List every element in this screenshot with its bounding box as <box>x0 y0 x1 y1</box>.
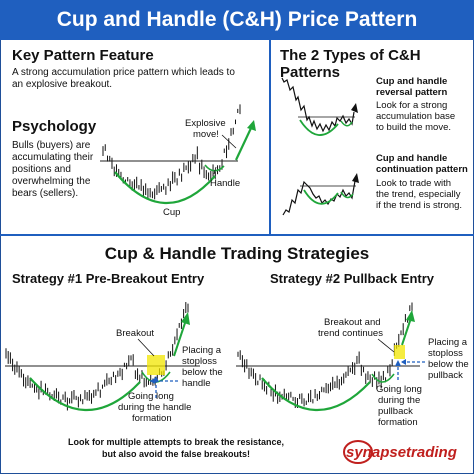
continuation-handle <box>340 191 354 199</box>
s2-stop-line-1: Placing a <box>428 337 468 348</box>
s2-long-line-1: Going long <box>376 384 422 395</box>
s1-stop-line-2: stoploss <box>182 356 217 367</box>
s2-label-2: trend continues <box>318 328 383 339</box>
label-handle: Handle <box>210 178 240 189</box>
s2-trend-arrow <box>401 317 412 346</box>
s2-stop-line-3: below the <box>428 359 469 370</box>
psychology-line-1: Bulls (buyers) are <box>12 140 91 151</box>
s1-long-line-2: during the handle <box>118 402 191 413</box>
s2-long-line-2: during the <box>378 395 420 406</box>
s1-long-line-1: Going long <box>128 391 174 402</box>
handle-pointer <box>213 166 217 175</box>
logo-text: synapsetrading <box>346 444 457 461</box>
strategies-heading: Cup & Handle Trading Strategies <box>104 244 370 263</box>
s1-label-breakout: Breakout <box>116 328 154 339</box>
psychology-line-3: positions and <box>12 164 71 175</box>
page-title: Cup and Handle (C&H) Price Pattern <box>0 0 474 40</box>
psychology-line-4: overwhelming the <box>12 176 91 187</box>
reversal-line-2: accumulation base <box>376 111 456 122</box>
s2-trend-arrowhead <box>406 310 415 322</box>
s1-long-arrowhead <box>153 376 159 382</box>
s2-long-line-4: formation <box>378 417 418 428</box>
continuation-arrowhead <box>352 173 359 183</box>
s2-stop-line-2: stoploss <box>428 348 463 359</box>
continuation-line-1: Look to trade with <box>376 178 451 189</box>
label-cup: Cup <box>163 207 180 218</box>
reversal-cup <box>299 119 339 136</box>
reversal-title-1: Cup and handle <box>376 76 448 87</box>
s1-stop-line-4: handle <box>182 378 211 389</box>
logo-swoosh <box>343 440 373 464</box>
s1-breakout-arrow <box>173 319 187 357</box>
reversal-handle <box>340 120 353 127</box>
s2-long-arrowhead <box>395 360 401 366</box>
psychology-line-5: bears (sellers). <box>12 188 79 199</box>
s1-handle-highlight <box>147 355 165 375</box>
s1-breakout-pointer <box>137 338 155 357</box>
warning-line-2: but also avoid the false breakouts! <box>101 449 251 459</box>
reversal-line-1: Look for a strong <box>376 100 448 111</box>
s2-candles <box>237 302 413 409</box>
types-heading: The 2 Types of C&H Patterns <box>280 47 421 81</box>
s1-long-line-3: formation <box>132 413 172 424</box>
explosive-pointer <box>221 134 237 149</box>
reversal-line <box>281 77 355 133</box>
synapse-logo: synapsetrading <box>343 440 457 464</box>
reversal-line-3: to build the move. <box>376 122 451 133</box>
key-feature-text-1: A strong accumulation price pattern whic… <box>12 67 235 78</box>
s1-stop-line-1: Placing a <box>182 345 222 356</box>
s2-breakout-pointer <box>377 338 395 353</box>
psychology-heading: Psychology <box>12 118 97 135</box>
s2-label-1: Breakout and <box>324 317 381 328</box>
s2-cup-curve <box>261 377 371 412</box>
s2-handle-curve <box>371 373 395 383</box>
reversal-title-2: reversal pattern <box>376 87 448 98</box>
continuation-line <box>282 180 356 216</box>
continuation-line-2: the trend, especially <box>376 189 461 200</box>
s2-long-line-3: pullback <box>378 406 413 417</box>
explosive-arrow <box>235 125 253 161</box>
s2-stoploss-arrowhead <box>401 359 406 365</box>
horizontal-divider <box>0 234 474 236</box>
label-explosive-1: Explosive <box>185 118 226 129</box>
continuation-title-1: Cup and handle <box>376 153 448 164</box>
s1-cup-curve <box>29 377 141 412</box>
s1-breakout-arrowhead <box>181 312 190 325</box>
strategy-2-title: Strategy #2 Pullback Entry <box>270 271 435 286</box>
psychology-line-2: accumulating their <box>12 152 94 163</box>
s2-stop-line-4: pullback <box>428 370 463 381</box>
s2-pullback-highlight <box>394 345 405 359</box>
warning-line-1: Look for multiple attempts to break the … <box>67 437 285 447</box>
vertical-divider <box>269 40 271 234</box>
key-feature-heading: Key Pattern Feature <box>12 47 154 64</box>
continuation-cup <box>303 189 339 205</box>
continuation-title-2: continuation pattern <box>376 164 468 175</box>
key-feature-text-2: an explosive breakout. <box>12 79 113 90</box>
handle-curve <box>204 164 225 172</box>
label-explosive-2: move! <box>193 129 219 140</box>
main-candles <box>102 104 241 200</box>
s1-stoploss-arrowhead <box>150 378 155 384</box>
reversal-arrowhead <box>351 103 358 113</box>
cup-curve <box>114 171 216 205</box>
s1-stop-line-3: below the <box>182 367 223 378</box>
explosive-arrowhead <box>247 120 256 131</box>
continuation-line-3: if the trend is strong. <box>376 200 463 211</box>
strategy-1-title: Strategy #1 Pre-Breakout Entry <box>12 271 205 286</box>
